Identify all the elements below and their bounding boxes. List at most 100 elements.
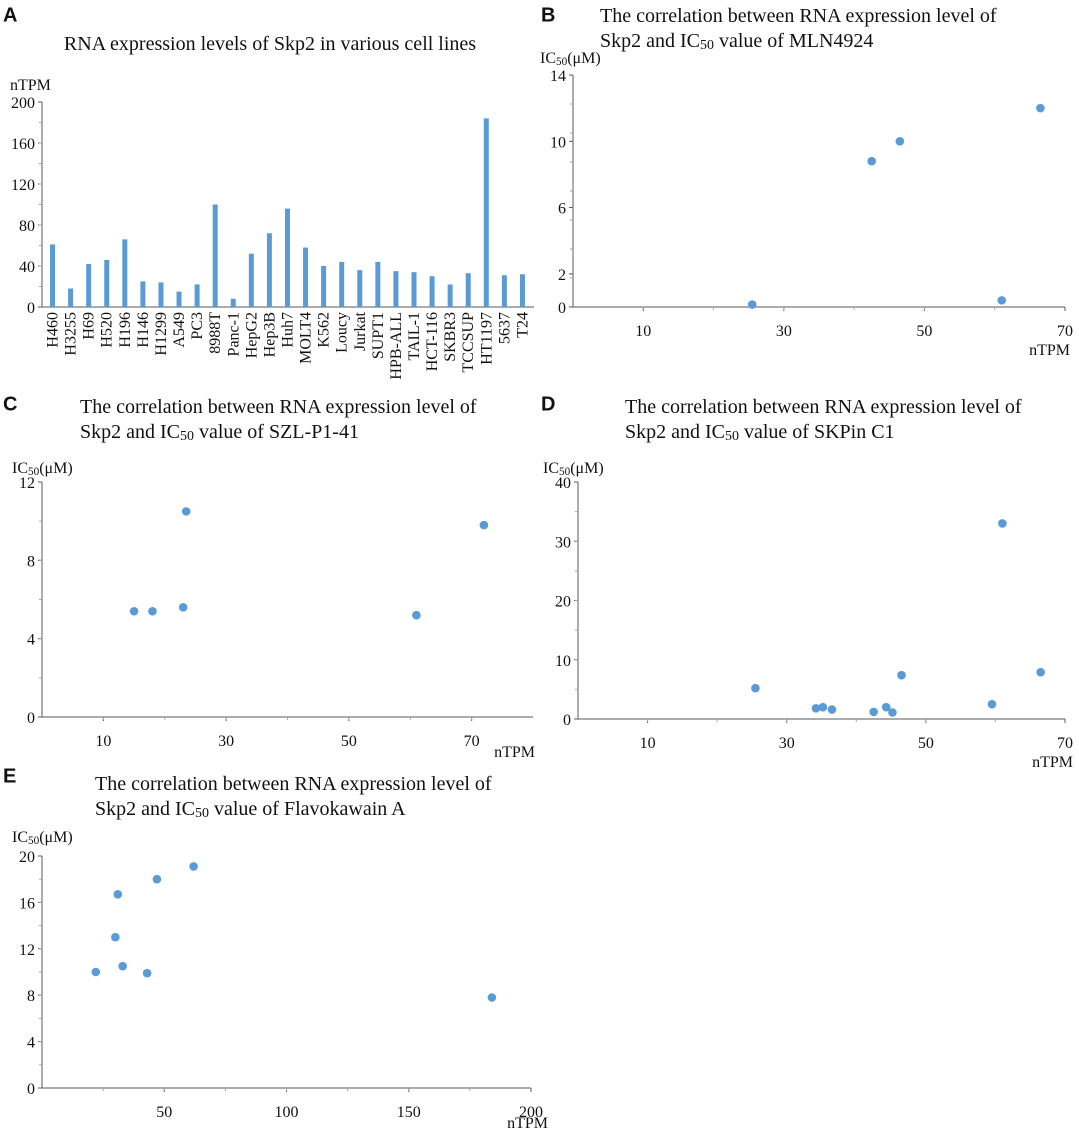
bar	[357, 270, 363, 307]
data-point	[148, 606, 157, 616]
category-label: K562	[316, 312, 333, 348]
x-tick-label: 50	[918, 735, 934, 752]
y-tick-label: 0	[27, 300, 35, 317]
y-axis-label: IC50(μM)	[12, 829, 73, 847]
bar	[230, 298, 236, 307]
bar	[248, 253, 254, 307]
chart-title: Skp2 and IC50 value of SZL-P1-41	[80, 421, 359, 444]
category-label: Loucy	[334, 312, 351, 353]
data-point	[987, 699, 997, 709]
data-point	[142, 968, 152, 978]
data-point	[1036, 103, 1045, 113]
data-point	[181, 507, 191, 516]
bar	[194, 284, 200, 307]
category-label: Hep3B	[261, 312, 278, 357]
bar	[212, 204, 218, 307]
bar	[284, 208, 290, 307]
bar	[140, 281, 146, 307]
bar	[266, 233, 272, 307]
data-point	[91, 967, 101, 977]
y-tick-label: 8	[27, 988, 35, 1005]
x-tick-label: 50	[916, 323, 932, 340]
data-point	[867, 156, 877, 166]
data-point	[895, 136, 905, 146]
y-tick-label: 0	[27, 710, 35, 727]
bar	[104, 259, 110, 307]
data-point	[818, 702, 828, 712]
y-tick-label: 40	[555, 475, 571, 492]
bar	[411, 272, 417, 307]
category-label: HepG2	[243, 312, 260, 358]
y-tick-label: 2	[558, 267, 566, 284]
x-axis-label: nTPM	[1032, 754, 1073, 771]
data-point	[152, 874, 162, 884]
category-label: HCT-116	[424, 312, 441, 371]
x-axis-label: nTPM	[494, 744, 535, 761]
data-point	[897, 670, 906, 680]
category-label: PC3	[189, 312, 206, 340]
bar	[321, 266, 327, 307]
y-tick-label: 8	[27, 553, 35, 570]
data-point	[412, 610, 421, 620]
bar	[50, 244, 56, 307]
data-point	[997, 296, 1007, 305]
x-tick-label: 70	[1057, 323, 1073, 340]
category-label: Huh7	[279, 312, 296, 348]
category-label: HPB-ALL	[388, 312, 405, 380]
y-tick-label: 20	[19, 849, 35, 866]
bar	[86, 263, 92, 307]
category-label: T24	[514, 312, 531, 338]
category-label: TAIL-1	[406, 312, 423, 360]
x-tick-label: 100	[275, 1104, 299, 1121]
x-tick-label: 50	[156, 1104, 172, 1121]
y-tick-label: 14	[550, 68, 566, 85]
bar	[68, 288, 74, 307]
category-label: SKBR3	[442, 312, 459, 362]
data-point	[881, 702, 891, 712]
category-label: H69	[81, 312, 98, 340]
bar	[519, 274, 525, 307]
bar	[176, 291, 182, 307]
y-axis-label: IC50(μM)	[543, 460, 604, 478]
category-label: 5637	[496, 312, 513, 344]
y-tick-label: 80	[19, 218, 35, 235]
x-tick-label: 200	[519, 1104, 543, 1121]
data-point	[111, 932, 120, 942]
data-point	[998, 519, 1007, 528]
y-axis-label: IC50(μM)	[540, 50, 601, 68]
panel-label: B	[541, 4, 555, 26]
category-label: H146	[135, 312, 152, 348]
x-tick-label: 30	[779, 735, 795, 752]
x-tick-label: 70	[464, 733, 480, 750]
data-point	[118, 961, 127, 971]
y-tick-label: 0	[558, 300, 566, 317]
x-tick-label: 10	[640, 735, 656, 752]
category-label: H3255	[63, 312, 80, 356]
y-tick-label: 30	[555, 534, 571, 551]
panel-label: E	[3, 765, 16, 787]
y-tick-label: 0	[27, 1081, 35, 1098]
chart-title: The correlation between RNA expression l…	[625, 396, 1022, 418]
data-point	[888, 708, 897, 717]
y-tick-label: 40	[19, 259, 35, 276]
data-point	[827, 705, 837, 714]
chart-title: The correlation between RNA expression l…	[95, 773, 492, 795]
panel-label: D	[541, 393, 555, 415]
category-label: MOLT4	[298, 312, 315, 364]
x-axis-label: nTPM	[507, 1115, 548, 1131]
category-label: H460	[45, 312, 62, 348]
bar	[339, 261, 345, 307]
y-tick-label: 4	[27, 632, 35, 649]
x-tick-label: 10	[635, 323, 651, 340]
x-tick-label: 30	[776, 323, 792, 340]
y-tick-label: 12	[19, 942, 35, 959]
category-label: H196	[117, 312, 134, 348]
x-tick-label: 10	[95, 733, 111, 750]
x-tick-label: 50	[341, 733, 357, 750]
bar	[465, 273, 471, 307]
panel-e: E The correlation between RNA expression …	[3, 765, 548, 1131]
data-point	[129, 606, 139, 616]
y-tick-label: 200	[11, 95, 35, 112]
data-point	[487, 993, 497, 1002]
